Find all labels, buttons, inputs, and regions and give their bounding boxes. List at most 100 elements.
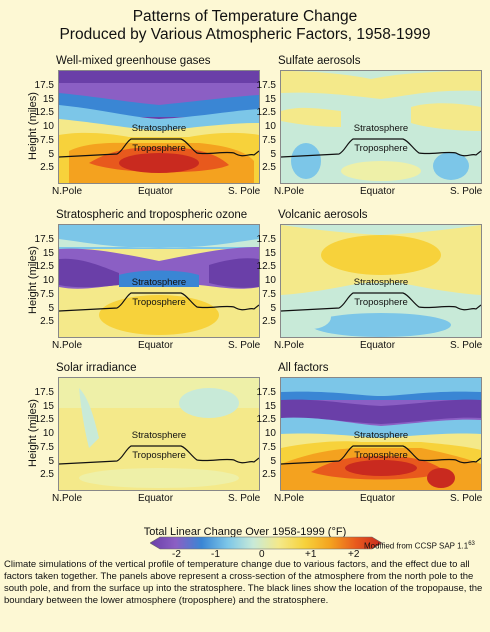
heatmap-svg: Stratosphere Troposphere — [59, 225, 259, 337]
temperature-region — [281, 378, 481, 396]
colorbar-title: Total Linear Change Over 1958-1999 (°F) — [143, 526, 347, 538]
temperature-region — [291, 305, 331, 329]
temperature-region — [345, 460, 417, 476]
stratosphere-label: Stratosphere — [132, 277, 186, 288]
y-tick-label: 7.5 — [40, 134, 54, 146]
panel-title: Solar irradiance — [56, 362, 137, 374]
stratosphere-label: Stratosphere — [132, 123, 186, 134]
x-tick-label: Equator — [360, 340, 396, 351]
x-tick-label: N.Pole — [274, 493, 305, 504]
y-tick-label: 15 — [42, 93, 54, 105]
y-tick-label: 7.5 — [40, 441, 54, 453]
figure-title: Patterns of Temperature Change — [132, 8, 358, 25]
troposphere-label: Troposphere — [354, 143, 408, 154]
temperature-region — [341, 161, 421, 181]
y-tick-label: 2.5 — [40, 469, 54, 481]
x-tick-label: Equator — [360, 493, 396, 504]
stratosphere-label: Stratosphere — [132, 430, 186, 441]
temperature-region — [59, 105, 259, 131]
x-tick-label: N.Pole — [52, 493, 83, 504]
y-tick-label: 10 — [42, 275, 54, 287]
y-tick-label: 12.5 — [256, 414, 276, 426]
heatmap-plot: Stratosphere Troposphere — [280, 224, 482, 338]
temperature-region — [119, 270, 199, 287]
tropopause-line — [281, 138, 481, 158]
figure-subtitle: Produced by Various Atmospheric Factors,… — [59, 26, 431, 43]
temperature-region — [281, 107, 341, 127]
x-tick-label: N.Pole — [52, 340, 83, 351]
y-tick-label: 2.5 — [262, 469, 276, 481]
y-tick-label: 10 — [42, 121, 54, 133]
y-tick-label: 5 — [48, 148, 54, 160]
y-tick-label: 15 — [42, 400, 54, 412]
y-tick-label: 7.5 — [262, 288, 276, 300]
y-tick-label: 5 — [270, 455, 276, 467]
y-tick-label: 15 — [264, 93, 276, 105]
temperature-region — [311, 313, 451, 337]
temperature-region — [321, 235, 441, 275]
tropopause-line — [59, 292, 259, 312]
y-tick-label: 2.5 — [262, 316, 276, 328]
y-tick-label: 7.5 — [262, 134, 276, 146]
temperature-region — [291, 143, 321, 179]
temperature-region — [79, 468, 239, 488]
x-tick-label: Equator — [138, 493, 174, 504]
y-tick-label: 17.5 — [34, 79, 54, 91]
y-tick-label: 12.5 — [34, 414, 54, 426]
x-tick-label: S. Pole — [228, 340, 261, 351]
troposphere-label: Troposphere — [354, 450, 408, 461]
x-tick-label: S. Pole — [228, 186, 261, 197]
figure-caption: Climate simulations of the vertical prof… — [4, 559, 483, 606]
x-tick-label: N.Pole — [274, 186, 305, 197]
panel-title: Volcanic aerosols — [278, 209, 368, 221]
x-tick-label: N.Pole — [274, 340, 305, 351]
heatmap-svg: Stratosphere Troposphere — [59, 378, 259, 490]
stratosphere-label: Stratosphere — [354, 430, 408, 441]
x-tick-label: Equator — [138, 340, 174, 351]
temperature-region — [59, 239, 259, 248]
y-tick-label: 15 — [264, 247, 276, 259]
y-tick-label: 12.5 — [34, 107, 54, 119]
temperature-region — [433, 152, 469, 180]
tropopause-line — [281, 445, 481, 465]
y-tick-label: 12.5 — [256, 107, 276, 119]
panel-title: Stratospheric and tropospheric ozone — [56, 209, 248, 221]
y-tick-label: 2.5 — [262, 162, 276, 174]
y-tick-label: 17.5 — [34, 233, 54, 245]
x-tick-label: Equator — [360, 186, 396, 197]
colorbar-tick-2: 0 — [259, 549, 265, 560]
y-tick-label: 10 — [42, 428, 54, 440]
tropopause-line — [281, 292, 481, 312]
y-tick-label: 17.5 — [256, 233, 276, 245]
tropopause-line — [59, 445, 259, 465]
temperature-region — [99, 295, 219, 335]
temperature-region — [281, 399, 481, 424]
heatmap-plot: Stratosphere Troposphere — [58, 224, 260, 338]
heatmap-svg: Stratosphere Troposphere — [59, 71, 259, 183]
y-tick-label: 10 — [264, 275, 276, 287]
y-tick-label: 17.5 — [256, 386, 276, 398]
y-tick-label: 5 — [48, 302, 54, 314]
temperature-region — [119, 153, 199, 173]
y-tick-label: 12.5 — [34, 261, 54, 273]
y-tick-label: 7.5 — [40, 288, 54, 300]
stratosphere-label: Stratosphere — [354, 123, 408, 134]
temperature-region — [209, 258, 259, 288]
colorbar-gradient — [150, 536, 382, 550]
panel-title: Sulfate aerosols — [278, 55, 361, 67]
y-tick-label: 2.5 — [40, 316, 54, 328]
temperature-region — [79, 388, 99, 448]
colorbar-tick-3: +1 — [305, 549, 317, 560]
heatmap-svg: Stratosphere Troposphere — [281, 378, 481, 490]
y-tick-label: 15 — [264, 400, 276, 412]
y-tick-label: 5 — [270, 302, 276, 314]
temperature-region — [59, 258, 119, 288]
temperature-region — [411, 103, 481, 131]
troposphere-label: Troposphere — [132, 450, 186, 461]
y-tick-label: 2.5 — [40, 162, 54, 174]
x-tick-label: Equator — [138, 186, 174, 197]
heatmap-svg: Stratosphere Troposphere — [281, 225, 481, 337]
credit-superscript: 63 — [468, 541, 475, 547]
temperature-region — [427, 468, 455, 488]
